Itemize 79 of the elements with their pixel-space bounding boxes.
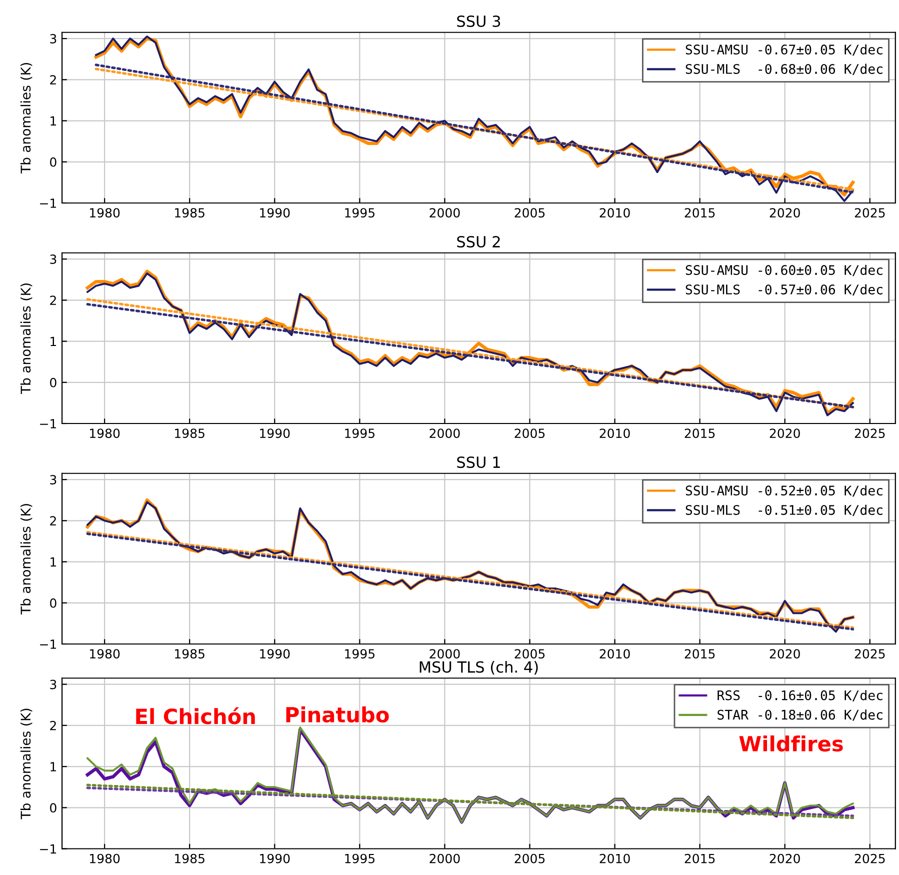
chart-title: SSU 1 [457,456,500,468]
y-axis-title: Tb anomalies (K) [20,708,32,820]
x-tick-label: 2025 [854,428,885,438]
x-tick-label: 1990 [260,428,290,438]
x-tick-label: 1990 [260,208,290,218]
x-tick-label: 2025 [854,649,885,659]
x-tick-label: 2025 [854,854,885,864]
y-tick-label: 3 [50,475,56,484]
y-tick-label: −1 [40,844,56,854]
x-tick-label: 1985 [175,854,204,864]
legend-label: SSU-AMSU -0.60±0.05 K/dec [686,264,882,276]
x-tick-label: 2025 [854,208,885,218]
y-tick-label: 1 [50,336,56,346]
x-tick-label: 1980 [90,208,120,218]
x-tick-label: 2005 [514,208,545,218]
x-tick-label: 2010 [600,854,630,864]
y-axis-title: Tb anomalies (K) [20,284,32,394]
x-tick-label: 2015 [684,854,715,864]
legend-label: SSU-AMSU -0.67±0.05 K/dec [686,44,882,56]
legend-label: SSU-MLS -0.51±0.05 K/dec [686,504,882,516]
x-tick-label: 1995 [345,208,374,218]
y-tick-label: 1 [50,557,56,567]
x-tick-label: 2005 [514,649,545,659]
legend-label: RSS -0.16±0.05 K/dec [718,690,882,702]
x-tick-label: 2020 [770,649,800,659]
legend-label: STAR -0.18±0.06 K/dec [718,710,882,721]
y-tick-label: 2 [50,516,56,526]
y-tick-label: 2 [50,296,56,305]
chart-title: MSU TLS (ch. 4) [420,660,538,675]
x-tick-label: 1990 [260,854,290,864]
x-tick-label: 1980 [90,854,120,864]
x-tick-label: 1980 [90,428,120,438]
y-tick-label: −1 [40,419,56,428]
x-tick-label: 1985 [175,208,204,218]
x-tick-label: 2010 [600,428,630,438]
x-tick-label: 2020 [770,208,800,218]
chart-title: SSU 3 [457,15,500,28]
y-tick-label: 2 [50,720,56,730]
y-tick-label: 0 [50,378,56,388]
x-tick-label: 2000 [430,649,460,659]
x-tick-label: 2015 [684,428,715,438]
y-tick-label: 3 [50,34,56,44]
legend-label: SSU-AMSU -0.52±0.05 K/dec [686,485,882,497]
y-tick-label: 3 [50,254,56,264]
x-tick-label: 1985 [175,649,204,659]
x-tick-label: 1995 [345,854,374,864]
y-tick-label: 2 [50,75,56,84]
y-tick-label: −1 [40,640,56,649]
x-tick-label: 1985 [175,428,204,438]
chart-title: SSU 2 [457,236,500,248]
y-tick-label: 1 [50,116,56,126]
y-tick-label: 3 [50,680,56,690]
x-tick-label: 1990 [260,649,290,659]
x-tick-label: 2010 [600,649,630,659]
legend-label: SSU-MLS -0.57±0.06 K/dec [686,284,882,296]
annotation: El Chichón [136,707,255,724]
x-tick-label: 2015 [684,208,715,218]
x-tick-label: 2000 [430,428,460,438]
annotation: Wildfires [739,735,843,752]
y-axis-title: Tb anomalies (K) [20,63,32,174]
x-tick-label: 2010 [600,208,630,218]
y-tick-label: 1 [50,762,56,772]
y-tick-label: 0 [50,598,56,608]
x-tick-label: 2005 [514,428,545,438]
x-tick-label: 2020 [770,854,800,864]
x-tick-label: 2015 [684,649,715,659]
y-tick-label: −1 [40,198,56,208]
x-tick-label: 1995 [345,649,374,659]
x-tick-label: 2000 [430,208,460,218]
y-tick-label: 0 [50,157,56,167]
legend-label: SSU-MLS -0.68±0.06 K/dec [686,64,882,76]
x-tick-label: 2000 [430,854,460,864]
y-tick-label: 0 [50,803,56,813]
y-axis-title: Tb anomalies (K) [20,504,32,615]
x-tick-label: 2005 [514,854,545,864]
x-tick-label: 1980 [90,649,120,659]
x-tick-label: 2020 [770,428,800,438]
annotation: Pinatubo [286,706,389,723]
x-tick-label: 1995 [345,428,374,438]
